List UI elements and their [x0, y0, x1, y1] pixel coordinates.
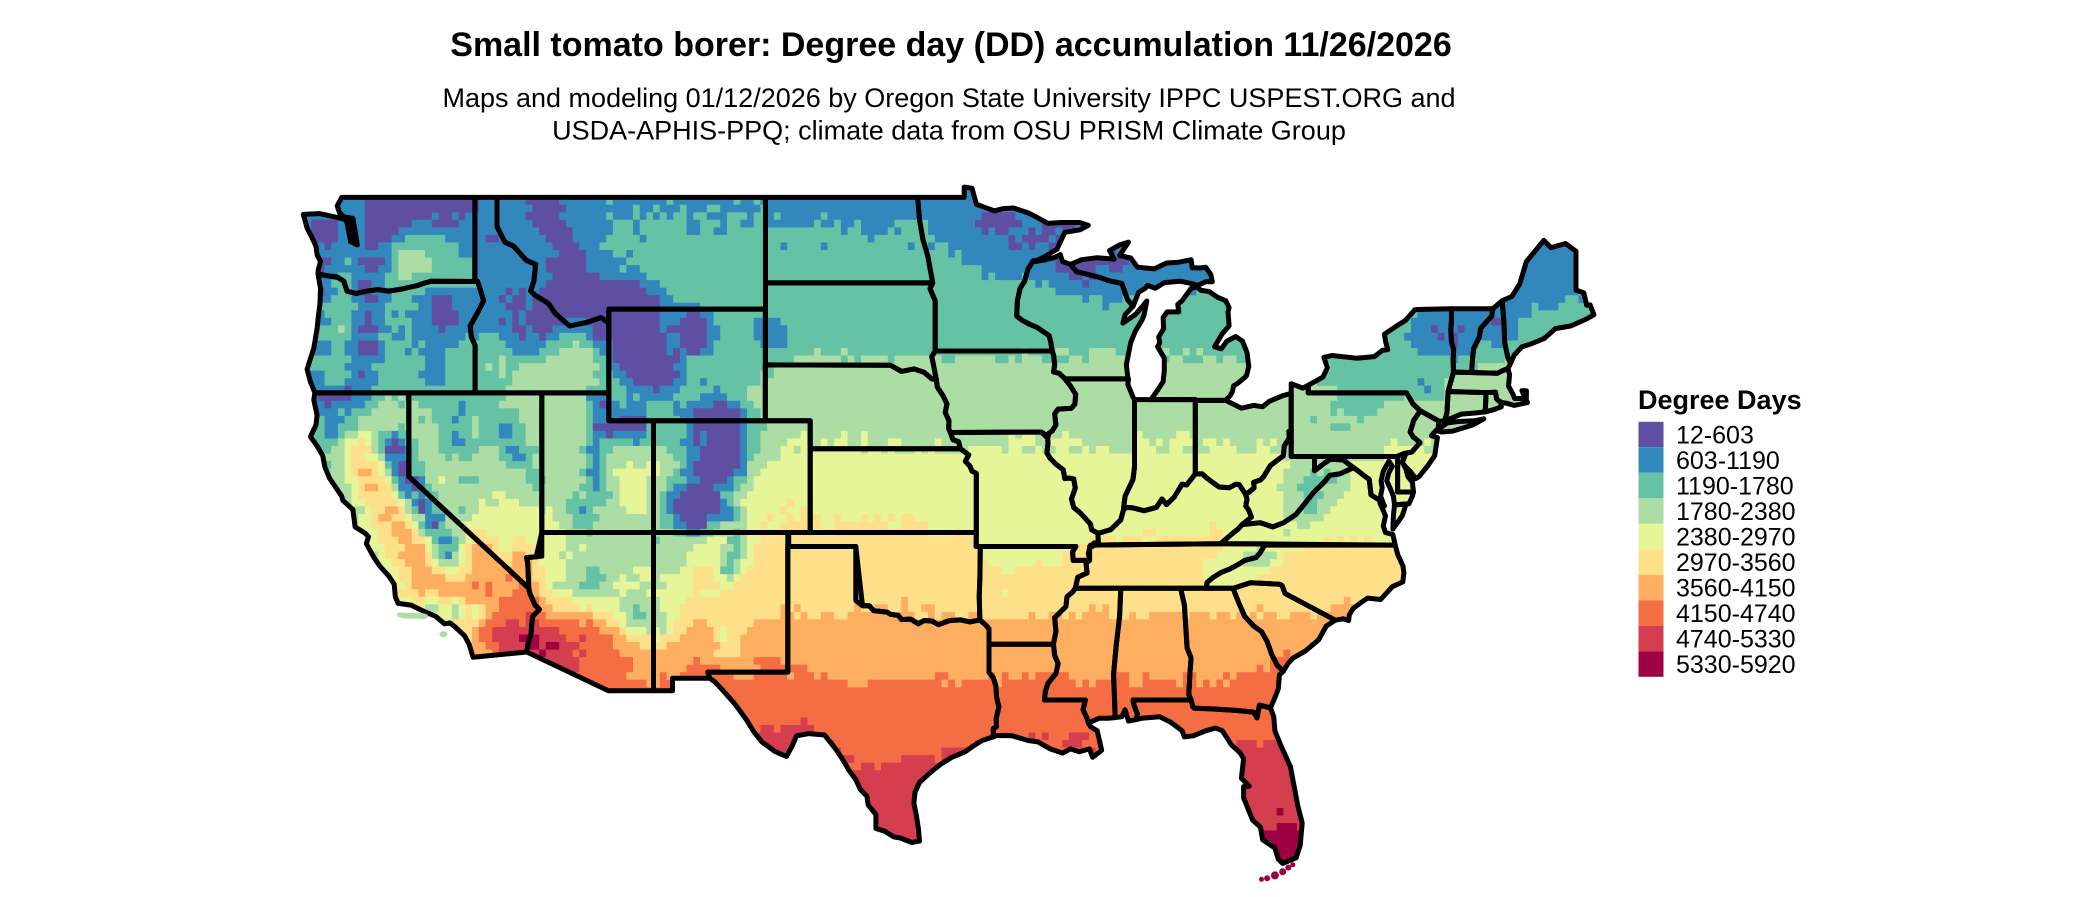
svg-text:Degree Days: Degree Days: [1638, 385, 1802, 415]
svg-text:Maps and modeling 01/12/2026 b: Maps and modeling 01/12/2026 by Oregon S…: [442, 83, 1455, 113]
svg-text:1780-2380: 1780-2380: [1676, 498, 1796, 526]
svg-text:4740-5330: 4740-5330: [1676, 626, 1796, 654]
svg-text:2970-3560: 2970-3560: [1676, 549, 1796, 577]
svg-text:1190-1780: 1190-1780: [1676, 473, 1794, 501]
svg-text:4150-4740: 4150-4740: [1676, 600, 1796, 628]
svg-text:Small tomato borer: Degree day: Small tomato borer: Degree day (DD) accu…: [450, 26, 1451, 64]
svg-text:5330-5920: 5330-5920: [1676, 651, 1796, 679]
svg-text:3560-4150: 3560-4150: [1676, 575, 1796, 603]
svg-text:USDA-APHIS-PPQ; climate data f: USDA-APHIS-PPQ; climate data from OSU PR…: [552, 116, 1346, 146]
svg-text:2380-2970: 2380-2970: [1676, 524, 1796, 552]
svg-text:603-1190: 603-1190: [1676, 447, 1780, 475]
svg-text:12-603: 12-603: [1676, 422, 1754, 450]
